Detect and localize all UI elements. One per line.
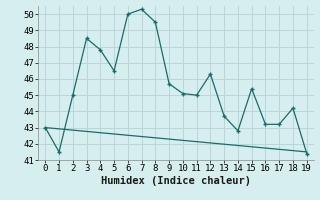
X-axis label: Humidex (Indice chaleur): Humidex (Indice chaleur) [101, 176, 251, 186]
